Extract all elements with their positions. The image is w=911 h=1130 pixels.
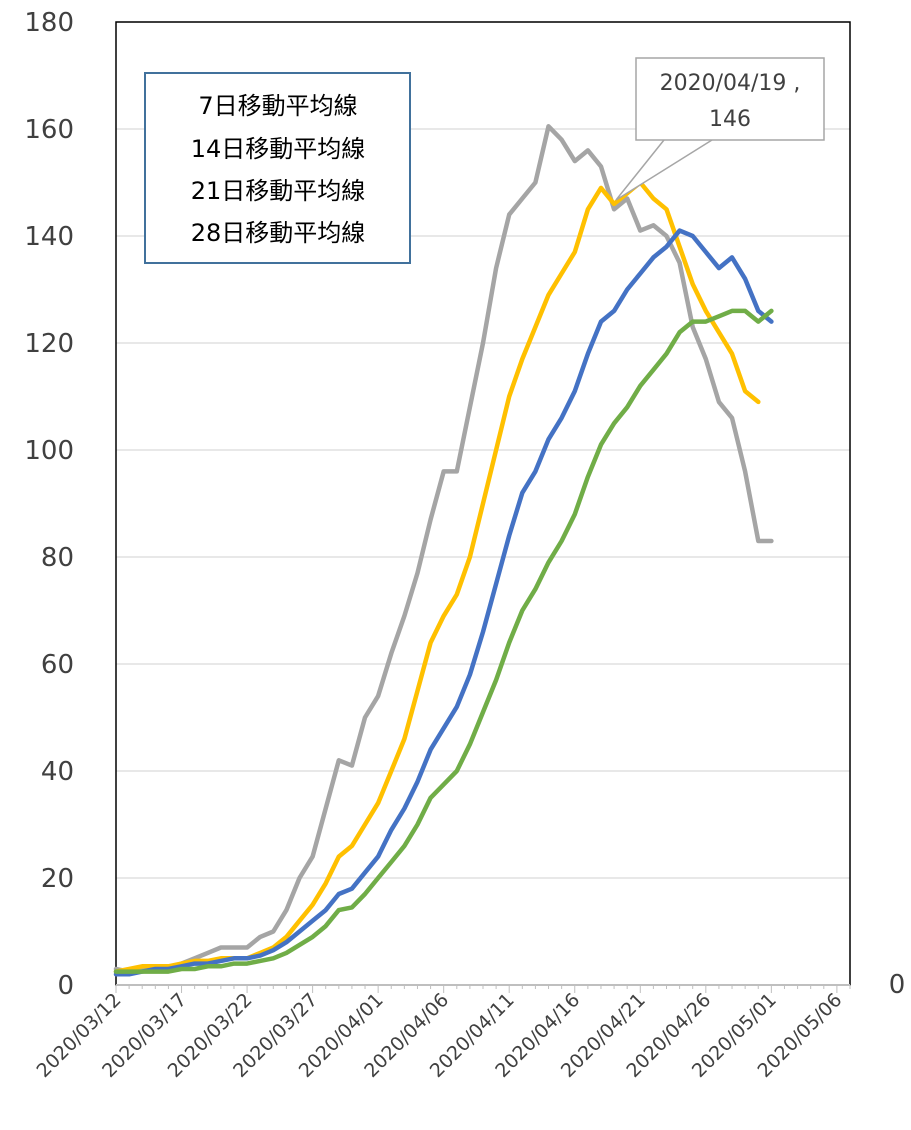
y-tick-label-100: 100 [24,436,74,466]
y-tick-label-120: 120 [24,329,74,359]
y-tick-label-60: 60 [41,650,74,680]
legend-entry-7day: 7日移動平均線 [198,92,357,120]
y-tick-label-180: 180 [24,8,74,38]
legend-entry-21day: 21日移動平均線 [191,177,366,205]
y-tick-label-40: 40 [41,757,74,787]
legend: 7日移動平均線 14日移動平均線 21日移動平均線 28日移動平均線 [145,73,410,263]
secondary-y-axis-label: 0 [889,970,906,1000]
callout-line-1: 2020/04/19 , [660,71,801,96]
y-tick-label-140: 140 [24,222,74,252]
legend-entry-28day: 28日移動平均線 [191,219,366,247]
y-tick-label-0: 0 [57,971,74,1001]
callout-line-2: 146 [709,107,751,132]
y-tick-label-160: 160 [24,115,74,145]
legend-entry-14day: 14日移動平均線 [191,135,366,163]
y-tick-label-80: 80 [41,543,74,573]
y-tick-label-20: 20 [41,864,74,894]
